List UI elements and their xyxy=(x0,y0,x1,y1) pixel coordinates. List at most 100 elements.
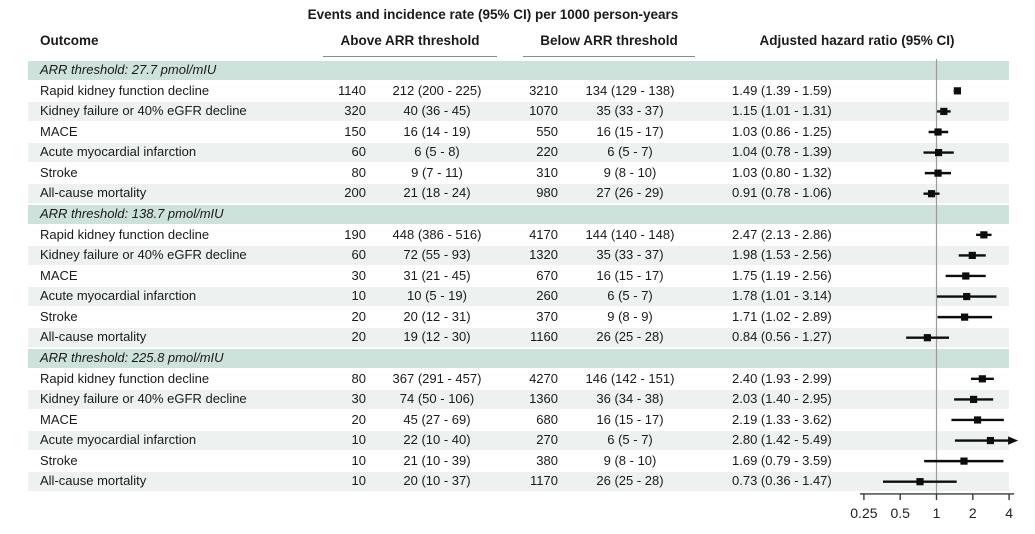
hr-text-cell: 1.03 (0.80 - 1.32) xyxy=(732,164,832,180)
events-above-cell: 20 xyxy=(351,411,366,427)
events-above-cell: 20 xyxy=(351,308,366,324)
row-band xyxy=(28,184,1009,203)
events-below-cell: 380 xyxy=(536,452,558,468)
outcome-cell: Kidney failure or 40% eGFR decline xyxy=(40,247,247,263)
hr-text-cell: 1.69 (0.79 - 3.59) xyxy=(732,452,832,468)
rate-below-cell: 9 (8 - 9) xyxy=(607,308,653,324)
rate-below-cell: 27 (26 - 29) xyxy=(596,185,664,201)
rate-above-cell: 212 (200 - 225) xyxy=(392,82,482,98)
outcome-cell: Acute myocardial infarction xyxy=(40,144,197,160)
events-above-cell: 20 xyxy=(351,329,366,345)
rate-below-cell: 9 (8 - 10) xyxy=(603,452,657,468)
rate-below-cell: 6 (5 - 7) xyxy=(607,144,653,160)
hr-text-cell: 1.49 (1.39 - 1.59) xyxy=(732,82,832,98)
outcome-cell: Kidney failure or 40% eGFR decline xyxy=(40,103,247,119)
outcome-cell: Stroke xyxy=(40,164,78,180)
row-band xyxy=(28,390,1009,409)
row-band xyxy=(28,431,1009,450)
rate-above-cell: 20 (12 - 31) xyxy=(403,308,471,324)
events-below-cell: 4270 xyxy=(529,370,558,386)
rate-above-cell: 40 (36 - 45) xyxy=(403,103,471,119)
rate-below-cell: 16 (15 - 17) xyxy=(596,267,664,283)
section-band xyxy=(28,348,1009,368)
rate-below-cell: 16 (15 - 17) xyxy=(596,123,664,139)
outcome-cell: Acute myocardial infarction xyxy=(40,432,197,448)
axis-tick-label: 4 xyxy=(1005,505,1013,521)
rate-above-cell: 21 (10 - 39) xyxy=(403,452,471,468)
events-below-cell: 1170 xyxy=(530,473,558,489)
rate-below-cell: 146 (142 - 151) xyxy=(585,370,675,386)
events-above-cell: 60 xyxy=(351,144,366,160)
events-above-cell: 10 xyxy=(351,452,366,468)
hr-text-cell: 2.47 (2.13 - 2.86) xyxy=(732,226,832,242)
rate-below-cell: 36 (34 - 38) xyxy=(596,391,664,407)
events-below-cell: 310 xyxy=(536,164,558,180)
events-above-cell: 80 xyxy=(351,164,366,180)
events-above-cell: 10 xyxy=(351,473,366,489)
rate-above-cell: 20 (10 - 37) xyxy=(403,473,471,489)
events-above-cell: 1140 xyxy=(338,82,366,98)
rate-above-cell: 10 (5 - 19) xyxy=(407,288,467,304)
rate-above-cell: 367 (291 - 457) xyxy=(392,370,482,386)
axis-tick-label: 2 xyxy=(969,505,977,521)
rate-below-cell: 26 (25 - 28) xyxy=(596,473,664,489)
table-row: Rapid kidney function decline 1140 212 (20… xyxy=(0,81,1035,102)
events-above-cell: 80 xyxy=(351,370,366,386)
hr-text-cell: 2.19 (1.33 - 3.62) xyxy=(732,411,832,427)
row-band xyxy=(28,287,1009,306)
table-body: ARR threshold: 27.7 pmol/mIU Rapid kidney… xyxy=(0,60,1035,492)
rate-above-cell: 22 (10 - 40) xyxy=(403,432,471,448)
table-row: Kidney failure or 40% eGFR decline 320 40 … xyxy=(0,101,1035,122)
row-band xyxy=(28,143,1009,162)
hr-text-cell: 2.03 (1.40 - 2.95) xyxy=(732,391,832,407)
row-band xyxy=(28,246,1009,265)
section-band xyxy=(28,61,1009,80)
outcome-cell: All-cause mortality xyxy=(40,329,147,345)
hr-text-cell: 1.98 (1.53 - 2.56) xyxy=(732,247,832,263)
figure-title: Events and incidence rate (95% CI) per 1… xyxy=(307,7,679,22)
table-row: Stroke 80 9 (7 - 11) 310 9 (8 - 10) 1.03 (0.8… xyxy=(0,163,1035,184)
section-header-row: ARR threshold: 138.7 pmol/mIU xyxy=(0,204,1035,225)
rate-above-cell: 9 (7 - 11) xyxy=(411,164,463,180)
hr-text-cell: 1.78 (1.01 - 3.14) xyxy=(732,288,832,304)
events-above-cell: 60 xyxy=(351,247,366,263)
section-header-row: ARR threshold: 27.7 pmol/mIU xyxy=(0,60,1035,81)
rate-above-cell: 6 (5 - 8) xyxy=(414,144,460,160)
events-below-cell: 670 xyxy=(536,267,558,283)
events-below-cell: 980 xyxy=(536,185,558,201)
table-row: Kidney failure or 40% eGFR decline 30 74 (… xyxy=(0,389,1035,410)
events-below-cell: 1160 xyxy=(530,329,558,345)
rate-below-cell: 144 (140 - 148) xyxy=(585,226,675,242)
hr-text-cell: 1.71 (1.02 - 2.89) xyxy=(732,308,832,324)
rate-below-cell: 9 (8 - 10) xyxy=(603,164,657,180)
axis-tick-label: 0.5 xyxy=(890,505,910,521)
outcome-cell: MACE xyxy=(40,123,78,139)
section-header-label: ARR threshold: 225.8 pmol/mIU xyxy=(40,349,224,365)
events-above-cell: 320 xyxy=(344,103,366,119)
events-below-cell: 220 xyxy=(536,144,558,160)
events-below-cell: 1320 xyxy=(529,247,558,263)
hr-text-cell: 0.73 (0.36 - 1.47) xyxy=(732,473,832,489)
hr-text-cell: 1.75 (1.19 - 2.56) xyxy=(732,267,832,283)
table-row: All-cause mortality 20 19 (12 - 30) 1160 26 … xyxy=(0,327,1035,348)
hr-text-cell: 1.04 (0.78 - 1.39) xyxy=(732,144,832,160)
outcome-cell: Acute myocardial infarction xyxy=(40,288,197,304)
events-below-cell: 260 xyxy=(536,288,558,304)
rate-below-cell: 26 (25 - 28) xyxy=(596,329,664,345)
outcome-cell: MACE xyxy=(40,267,78,283)
outcome-cell: Rapid kidney function decline xyxy=(40,370,210,386)
events-above-cell: 30 xyxy=(351,267,366,283)
rate-above-cell: 31 (21 - 45) xyxy=(403,267,471,283)
table-row: Kidney failure or 40% eGFR decline 60 72 (… xyxy=(0,245,1035,266)
rate-below-cell: 35 (33 - 37) xyxy=(596,247,664,263)
below-column-underline xyxy=(523,56,695,57)
table-row: Acute myocardial infarction 10 10 (5 - 19)… xyxy=(0,286,1035,307)
events-below-cell: 3210 xyxy=(529,82,558,98)
events-above-cell: 10 xyxy=(351,288,366,304)
outcome-cell: Rapid kidney function decline xyxy=(40,226,210,242)
table-row: Acute myocardial infarction 60 6 (5 - 8) 22… xyxy=(0,142,1035,163)
table-row: Acute myocardial infarction 10 22 (10 - 40… xyxy=(0,430,1035,451)
events-below-cell: 370 xyxy=(536,308,558,324)
rate-above-cell: 16 (14 - 19) xyxy=(403,123,471,139)
events-above-cell: 200 xyxy=(344,185,366,201)
